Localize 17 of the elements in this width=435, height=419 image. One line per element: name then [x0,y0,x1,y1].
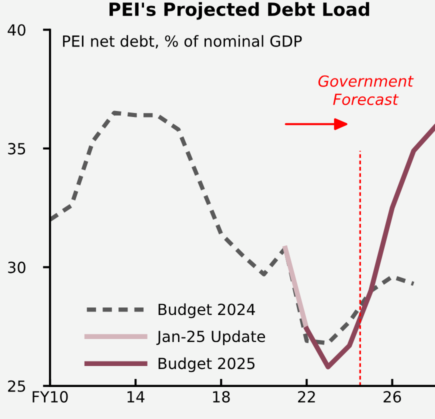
legend-label: Jan-25 Update [156,330,266,346]
y-tick-label: 40 [8,24,26,36]
chart-title: PEI's Projected Debt Load [110,2,370,20]
x-tick-label: FY10 [32,391,68,403]
legend-label: Budget 2025 [158,357,255,372]
legend-label: Budget 2024 [158,303,255,318]
x-tick-label: 26 [384,391,401,403]
y-tick-label: 30 [8,262,26,274]
line-series [304,124,435,370]
ref-line-label: Government Forecast [318,75,414,106]
x-tick-label: 22 [298,391,315,402]
x-tick-label: 18 [213,391,230,403]
y-tick-label: 35 [8,142,26,154]
chart-subtitle: PEI net debt, % of nominal GDP [63,35,302,48]
line-series [50,110,416,346]
y-tick-label: 25 [8,380,26,392]
x-tick-label: 14 [128,391,144,402]
